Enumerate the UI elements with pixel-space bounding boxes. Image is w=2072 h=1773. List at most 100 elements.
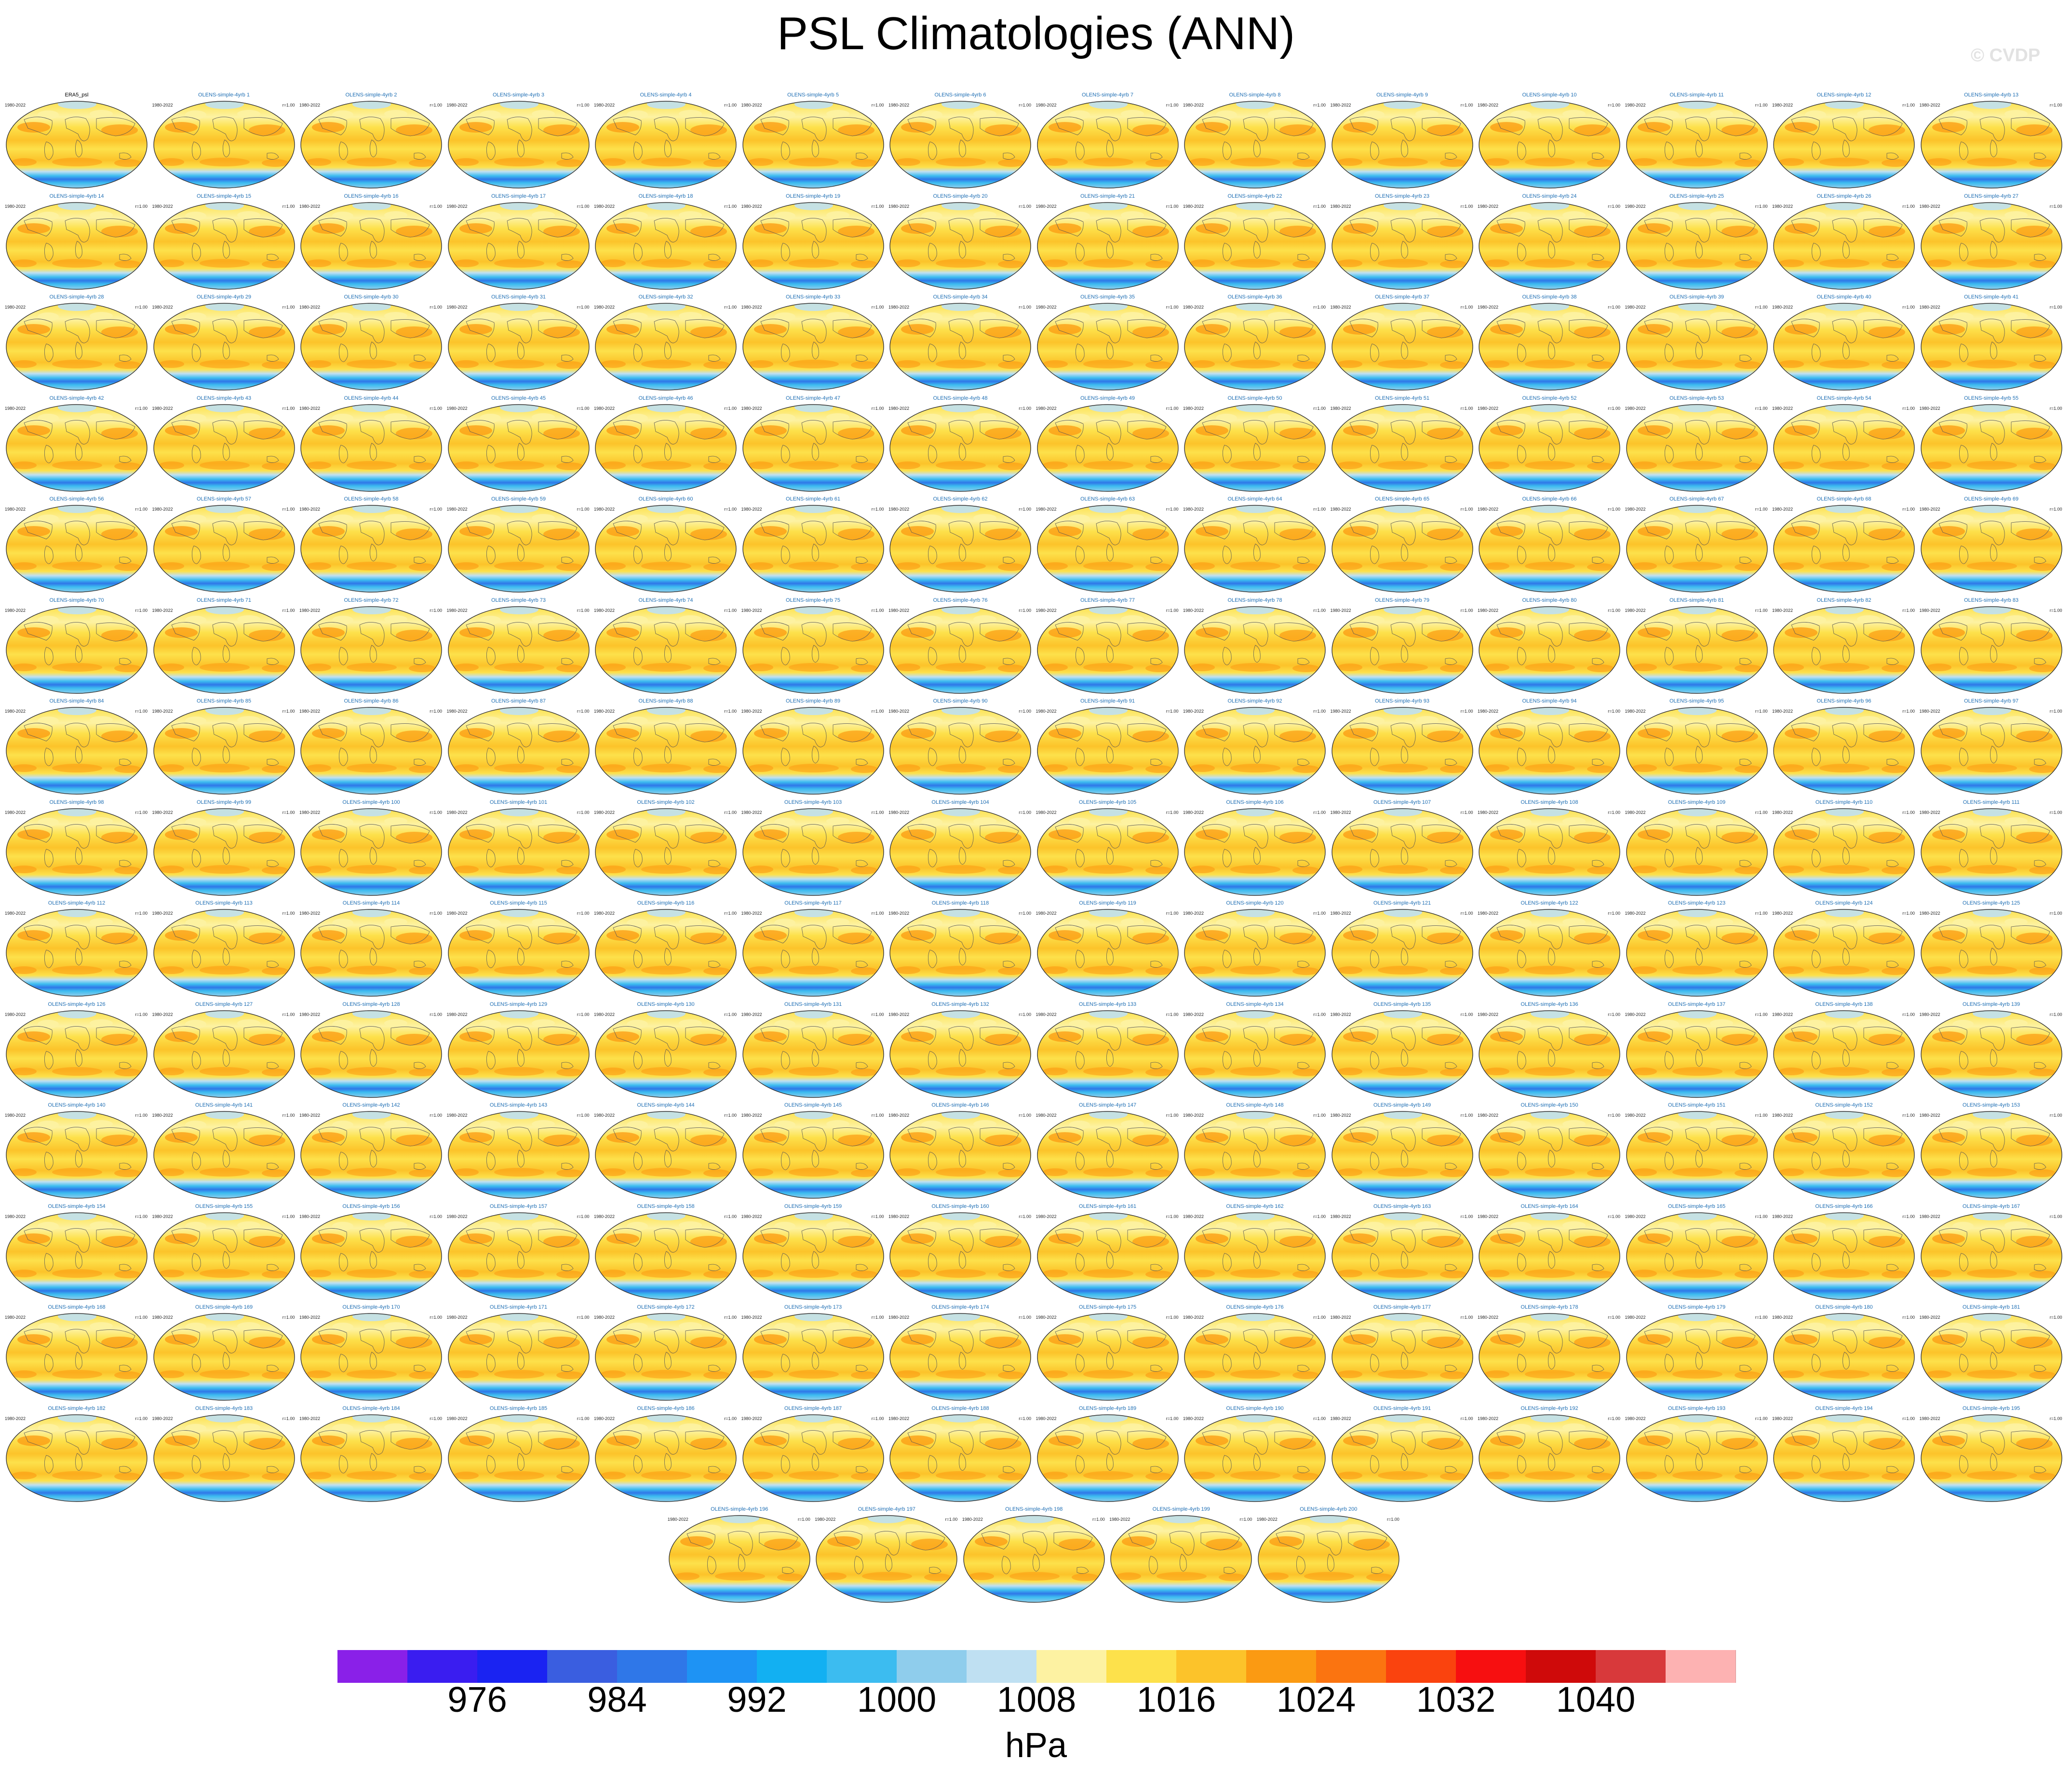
- panel-correlation: r=1.00: [430, 103, 442, 108]
- globe-map: [1036, 1010, 1180, 1098]
- panel-years: 1980-2022: [446, 911, 468, 916]
- panel-correlation: r=1.00: [871, 1315, 884, 1320]
- colorbar-swatch: [1666, 1650, 1736, 1683]
- cvdp-watermark: © CVDP: [1971, 45, 2041, 66]
- panel-years: 1980-2022: [1256, 1517, 1278, 1522]
- globe-map: [1478, 808, 1621, 896]
- globe-map: [1183, 908, 1327, 997]
- globe-map: [1772, 808, 1916, 896]
- panel-years: 1980-2022: [5, 203, 26, 209]
- panel-correlation: r=1.00: [135, 709, 148, 714]
- panel-title: OLENS-simple-4yrb 195: [1962, 1405, 2020, 1411]
- panel-correlation: r=1.00: [1166, 103, 1179, 108]
- panel-member: OLENS-simple-4yrb 82 1980-2022 r=1.00: [1772, 597, 1916, 694]
- globe-map: [1478, 706, 1621, 795]
- globe-map: [152, 100, 296, 189]
- panel-title: OLENS-simple-4yrb 129: [489, 1001, 548, 1007]
- panel-years: 1980-2022: [888, 1012, 910, 1017]
- panel-title: OLENS-simple-4yrb 59: [491, 496, 546, 502]
- panel-member: OLENS-simple-4yrb 23 1980-2022 r=1.00: [1331, 193, 1474, 290]
- panel-years: 1980-2022: [1330, 810, 1351, 815]
- panel-years: 1980-2022: [888, 810, 910, 815]
- panel-title: OLENS-simple-4yrb 55: [1964, 395, 2019, 401]
- globe-map: [5, 202, 148, 290]
- panel-title: OLENS-simple-4yrb 94: [1522, 698, 1577, 704]
- globe-map: [594, 1414, 738, 1502]
- colorbar-swatch: [1106, 1650, 1177, 1683]
- panel-correlation: r=1.00: [430, 608, 442, 613]
- panel-correlation: r=1.00: [1019, 911, 1031, 916]
- globe-map: [1625, 302, 1769, 391]
- panel-years: 1980-2022: [1478, 305, 1499, 310]
- panel-member: OLENS-simple-4yrb 15 1980-2022 r=1.00: [152, 193, 296, 290]
- panel-title: OLENS-simple-4yrb 27: [1964, 193, 2019, 199]
- globe-map: [1920, 100, 2063, 189]
- panel-title: OLENS-simple-4yrb 191: [1373, 1405, 1431, 1411]
- panel-member: OLENS-simple-4yrb 149 1980-2022 r=1.00: [1331, 1103, 1474, 1199]
- panel-member: OLENS-simple-4yrb 199 1980-2022 r=1.00: [1109, 1507, 1253, 1603]
- panel-member: OLENS-simple-4yrb 22 1980-2022 r=1.00: [1183, 193, 1327, 290]
- panel-correlation: r=1.00: [430, 305, 442, 310]
- panel-title: OLENS-simple-4yrb 29: [196, 294, 252, 300]
- panel-correlation: r=1.00: [282, 1315, 295, 1320]
- globe-map: [594, 908, 738, 997]
- globe-map: [594, 202, 738, 290]
- panel-member: OLENS-simple-4yrb 10 1980-2022 r=1.00: [1478, 93, 1621, 189]
- panel-member: OLENS-simple-4yrb 138 1980-2022 r=1.00: [1772, 1002, 1916, 1098]
- globe-map: [594, 100, 738, 189]
- globe-map: [1478, 1010, 1621, 1098]
- globe-map: [152, 1010, 296, 1098]
- panel-member: OLENS-simple-4yrb 76 1980-2022 r=1.00: [888, 597, 1032, 694]
- panel-years: 1980-2022: [446, 810, 468, 815]
- panel-member: OLENS-simple-4yrb 21 1980-2022 r=1.00: [1036, 193, 1180, 290]
- globe-map: [1920, 706, 2063, 795]
- panel-member: OLENS-simple-4yrb 64 1980-2022 r=1.00: [1183, 497, 1327, 593]
- panel-years: 1980-2022: [299, 709, 321, 714]
- panel-title: OLENS-simple-4yrb 68: [1816, 496, 1871, 502]
- panel-years: 1980-2022: [1625, 1214, 1646, 1219]
- panel-correlation: r=1.00: [724, 203, 737, 209]
- panel-correlation: r=1.00: [871, 507, 884, 512]
- panel-title: OLENS-simple-4yrb 135: [1373, 1001, 1431, 1007]
- globe-map: [5, 1110, 148, 1199]
- panel-member: OLENS-simple-4yrb 97 1980-2022 r=1.00: [1920, 699, 2063, 795]
- panel-member: OLENS-simple-4yrb 63 1980-2022 r=1.00: [1036, 497, 1180, 593]
- globe-map: [1772, 908, 1916, 997]
- globe-map: [888, 1010, 1032, 1098]
- panel-member: OLENS-simple-4yrb 33 1980-2022 r=1.00: [741, 295, 885, 391]
- globe-map: [1257, 1515, 1400, 1603]
- panel-years: 1980-2022: [5, 911, 26, 916]
- globe-map: [299, 1110, 443, 1199]
- globe-map: [1478, 606, 1621, 694]
- panel-member: OLENS-simple-4yrb 32 1980-2022 r=1.00: [594, 295, 738, 391]
- globe-map: [1331, 202, 1474, 290]
- panel-years: 1980-2022: [5, 1214, 26, 1219]
- globe-map: [1183, 706, 1327, 795]
- panel-title: OLENS-simple-4yrb 70: [49, 597, 104, 603]
- panel-member: OLENS-simple-4yrb 132 1980-2022 r=1.00: [888, 1002, 1032, 1098]
- panel-years: 1980-2022: [446, 1416, 468, 1421]
- panel-years: 1980-2022: [1772, 1416, 1793, 1421]
- globe-map: [1920, 1110, 2063, 1199]
- globe-map: [299, 202, 443, 290]
- panel-member: OLENS-simple-4yrb 152 1980-2022 r=1.00: [1772, 1103, 1916, 1199]
- panel-title: OLENS-simple-4yrb 65: [1374, 496, 1430, 502]
- globe-map: [1036, 100, 1180, 189]
- panel-years: 1980-2022: [1330, 1012, 1351, 1017]
- panel-member: OLENS-simple-4yrb 165 1980-2022 r=1.00: [1625, 1204, 1769, 1300]
- panel-member: OLENS-simple-4yrb 81 1980-2022 r=1.00: [1625, 597, 1769, 694]
- panel-correlation: r=1.00: [577, 1315, 590, 1320]
- globe-map: [1920, 808, 2063, 896]
- panel-years: 1980-2022: [1772, 103, 1793, 108]
- panel-years: 1980-2022: [1919, 305, 1940, 310]
- globe-map: [888, 808, 1032, 896]
- panel-title: OLENS-simple-4yrb 97: [1964, 698, 2019, 704]
- panel-title: OLENS-simple-4yrb 99: [196, 799, 252, 805]
- panel-correlation: r=1.00: [577, 1214, 590, 1219]
- globe-map: [1772, 504, 1916, 593]
- globe-map: [299, 1010, 443, 1098]
- globe-map: [5, 1313, 148, 1401]
- panel-correlation: r=1.00: [2049, 203, 2062, 209]
- panel-years: 1980-2022: [888, 1113, 910, 1118]
- panel-title: OLENS-simple-4yrb 30: [344, 294, 399, 300]
